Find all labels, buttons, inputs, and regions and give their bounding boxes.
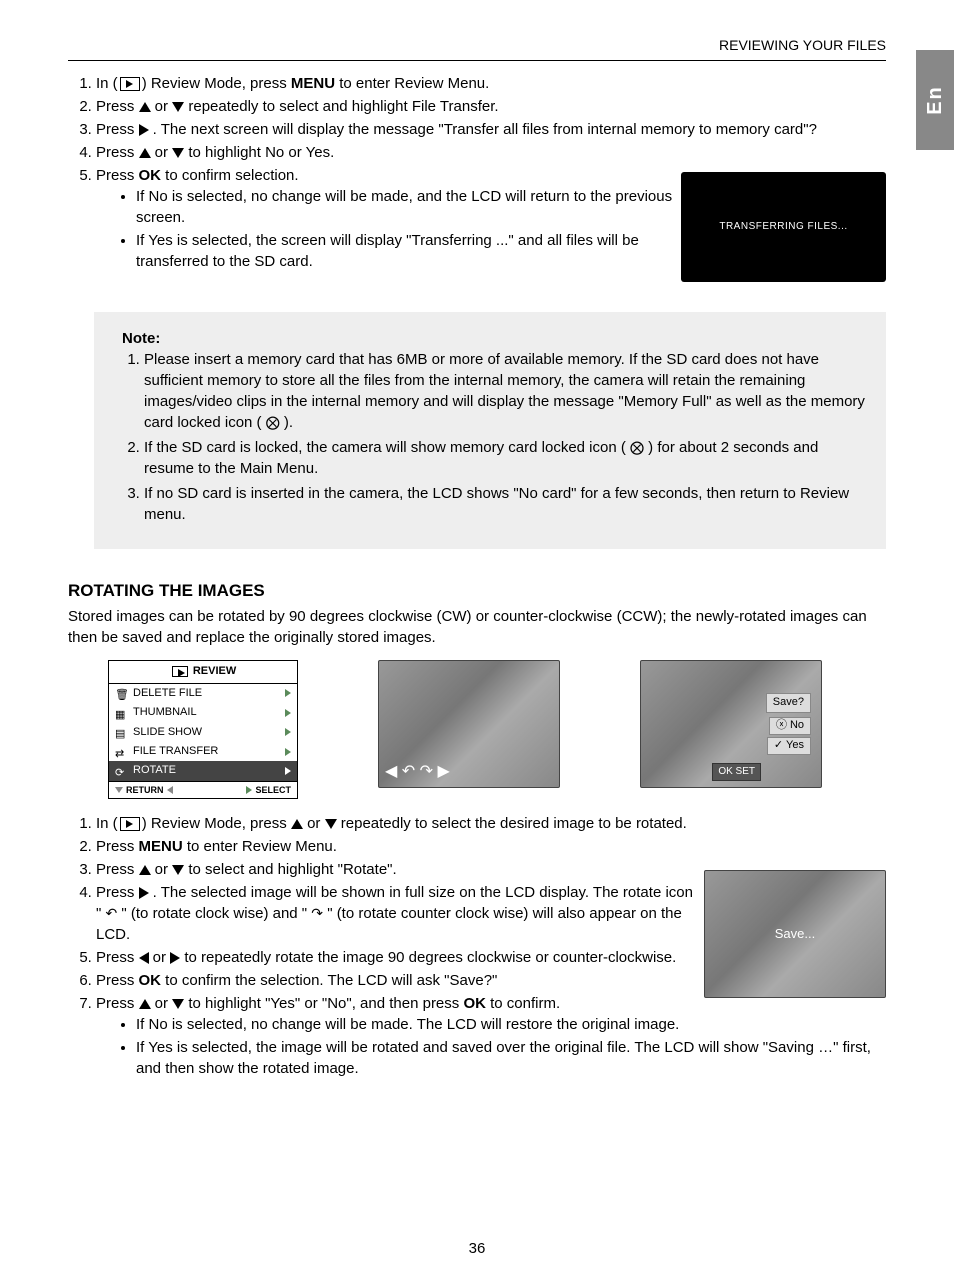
- rstep-7-bullet-1: If No is selected, no change will be mad…: [136, 1014, 736, 1035]
- up-icon: [139, 999, 151, 1009]
- step-4: Press or to highlight No or Yes.: [96, 142, 886, 163]
- up-icon: [139, 865, 151, 875]
- menu-item-filetransfer: ⇄FILE TRANSFER: [109, 742, 297, 761]
- review-icon: [172, 666, 188, 677]
- rotate-arrows-overlay: ◀ ↶ ↷ ▶: [385, 761, 450, 783]
- note-2: If the SD card is locked, the camera wil…: [144, 437, 866, 479]
- saving-screenshot: Save...: [704, 870, 886, 998]
- transferring-screenshot: TRANSFERRING FILES...: [681, 172, 886, 282]
- step-1: In () Review Mode, press MENU to enter R…: [96, 73, 886, 94]
- note-title: Note:: [122, 330, 160, 347]
- down-icon: [172, 102, 184, 112]
- left-icon: [139, 952, 149, 964]
- ok-set-label: OK SET: [712, 763, 761, 781]
- save-prompt-screenshot: Save? ⓧNo ✓Yes OK SET: [640, 660, 822, 788]
- menu-item-delete: 🗑DELETE FILE: [109, 684, 297, 703]
- review-icon: [120, 817, 140, 831]
- rstep-7: Press or to highlight "Yes" or "No", and…: [96, 993, 886, 1079]
- transferring-text: TRANSFERRING FILES...: [719, 220, 847, 234]
- locked-icon: ⨂: [266, 413, 280, 433]
- save-label: Save?: [766, 693, 811, 712]
- rotating-heading: ROTATING THE IMAGES: [68, 579, 886, 603]
- header-rule: [68, 60, 886, 61]
- right-icon: [139, 887, 149, 899]
- up-icon: [291, 819, 303, 829]
- menu-item-rotate: ⟳ROTATE: [109, 761, 297, 780]
- locked-icon: ⨂: [630, 438, 644, 458]
- right-icon: [170, 952, 180, 964]
- step-5-bullet-2: If Yes is selected, the screen will disp…: [136, 230, 696, 272]
- menu-footer: RETURN SELECT: [109, 781, 297, 799]
- page-number: 36: [0, 1238, 954, 1259]
- rotate-ccw-icon: ↶: [106, 904, 118, 924]
- rotate-cw-icon: ↷: [311, 904, 323, 924]
- thumbnail-row: REVIEW 🗑DELETE FILE ▦THUMBNAIL ▤SLIDE SH…: [108, 660, 886, 799]
- step-5-bullet-1: If No is selected, no change will be mad…: [136, 186, 696, 228]
- rotate-preview-screenshot: ◀ ↶ ↷ ▶: [378, 660, 560, 788]
- rstep-5: Press or to repeatedly rotate the image …: [96, 947, 696, 968]
- rstep-7-bullet-2: If Yes is selected, the image will be ro…: [136, 1037, 886, 1079]
- menu-item-slideshow: ▤SLIDE SHOW: [109, 723, 297, 742]
- step-2: Press or repeatedly to select and highli…: [96, 96, 886, 117]
- note-1: Please insert a memory card that has 6MB…: [144, 349, 866, 433]
- down-icon: [172, 148, 184, 158]
- note-box: Note: Please insert a memory card that h…: [94, 312, 886, 549]
- down-icon: [172, 999, 184, 1009]
- menu-title: REVIEW: [109, 661, 297, 683]
- rotating-intro: Stored images can be rotated by 90 degre…: [68, 606, 886, 648]
- up-icon: [139, 148, 151, 158]
- header-title: REVIEWING YOUR FILES: [68, 36, 886, 56]
- review-menu-screenshot: REVIEW 🗑DELETE FILE ▦THUMBNAIL ▤SLIDE SH…: [108, 660, 298, 799]
- saving-label: Save...: [775, 925, 815, 943]
- up-icon: [139, 102, 151, 112]
- language-tab: En: [916, 50, 954, 150]
- rstep-2: Press MENU to enter Review Menu.: [96, 836, 886, 857]
- down-icon: [325, 819, 337, 829]
- no-option: ⓧNo: [769, 717, 811, 734]
- menu-item-thumbnail: ▦THUMBNAIL: [109, 703, 297, 722]
- yes-option: ✓Yes: [767, 737, 811, 754]
- rstep-4: Press . The selected image will be shown…: [96, 882, 696, 945]
- down-icon: [172, 865, 184, 875]
- step-3: Press . The next screen will display the…: [96, 119, 886, 140]
- language-tab-label: En: [921, 85, 949, 115]
- right-icon: [139, 124, 149, 136]
- note-3: If no SD card is inserted in the camera,…: [144, 483, 866, 525]
- review-icon: [120, 77, 140, 91]
- rstep-1: In () Review Mode, press or repeatedly t…: [96, 813, 886, 834]
